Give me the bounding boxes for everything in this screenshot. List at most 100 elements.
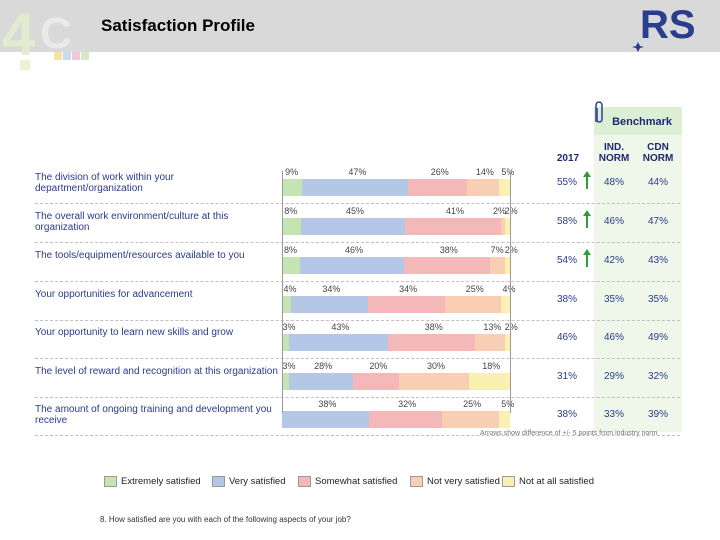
value-year: 38% [556,409,577,420]
bar-segment-very [288,373,354,390]
rs-logo: RS [632,3,696,52]
paperclip-icon [595,101,603,123]
bar-segment-extremely [282,257,301,274]
ind-norm-line2: NORM [598,153,630,164]
bar-segment-somewhat [353,373,400,390]
bar-segment-somewhat [368,411,442,428]
page-title: Satisfaction Profile [101,16,255,35]
legend-item: Somewhat satisfied [298,476,397,487]
bar-segment-not-very [441,411,499,428]
segment-percent-label: 7% [490,245,504,255]
row-label: The division of work within your departm… [35,172,174,194]
stacked-bar [282,373,510,390]
value-cdn: 47% [647,216,668,227]
stacked-bar [282,334,510,351]
segment-percent-label: 41% [446,206,465,216]
stacked-bar [282,411,510,428]
ind-norm-line1: IND. [604,142,624,153]
bar-segment-somewhat [387,334,476,351]
segment-percent-label: 30% [427,361,446,371]
up-arrow-icon [583,249,591,267]
segment-percent-label: 38% [424,322,443,332]
value-ind: 33% [603,409,624,420]
bar-segment-very [291,296,368,313]
value-ind: 29% [603,371,624,382]
header-bar [0,0,720,52]
value-cdn: 49% [647,332,668,343]
legend-label: Extremely satisfied [121,476,201,488]
legend-swatch [298,476,311,487]
segment-percent-label: 25% [463,399,482,409]
row-separator [35,397,680,398]
value-cdn: 35% [647,294,668,305]
value-ind: 35% [603,294,624,305]
segment-percent-label: 25% [465,284,484,294]
stacked-bar [282,296,510,313]
stacked-bar [282,218,510,235]
segment-percent-label: 8% [284,206,298,216]
bar-segment-very [300,218,406,235]
guide-line-left [282,171,283,413]
legend-item: Very satisfied [212,476,286,487]
row-separator [35,435,680,436]
row-separator [35,358,680,359]
column-header-2017: 2017 [556,153,580,164]
svg-text:4: 4 [2,1,36,68]
value-cdn: 43% [647,255,668,266]
segment-percent-label: 4% [502,284,516,294]
bar-segment-not-at_all [505,334,510,351]
footnote: Arrows show difference of +/- 5 points f… [480,430,658,437]
value-cdn: 32% [647,371,668,382]
row-label: Your opportunities for advancement [35,289,193,300]
segment-percent-label: 45% [345,206,364,216]
cdn-norm-line2: NORM [642,153,674,164]
legend-swatch [104,476,117,487]
legend-label: Not at all satisfied [519,476,594,488]
bar-segment-not-very [399,373,469,390]
value-ind: 46% [603,216,624,227]
legend-swatch [212,476,225,487]
segment-percent-label: 38% [318,399,337,409]
segment-percent-label: 2% [504,322,518,332]
row-label: The level of reward and recognition at t… [35,366,278,377]
legend-label: Somewhat satisfied [315,476,398,488]
column-header-cdn-norm: CDN NORM [640,142,676,164]
value-cdn: 44% [647,177,668,188]
segment-percent-label: 47% [348,167,367,177]
guide-line-right [510,171,511,413]
bar-segment-not-at_all [468,373,510,390]
segment-percent-label: 14% [475,167,494,177]
segment-percent-label: 8% [284,245,298,255]
segment-percent-label: 18% [482,361,501,371]
bar-segment-extremely [282,179,303,196]
segment-percent-label: 43% [331,322,350,332]
legend-swatch [410,476,423,487]
legend-item: Not at all satisfied [502,476,594,487]
up-arrow-icon [583,210,591,228]
segment-percent-label: 26% [430,167,449,177]
bar-segment-very [302,179,409,196]
segment-percent-label: 3% [282,361,296,371]
bar-segment-not-at_all [498,179,510,196]
value-ind: 48% [603,177,624,188]
segment-percent-label: 5% [501,167,515,177]
segment-percent-label: 34% [322,284,341,294]
segment-percent-label: 46% [344,245,363,255]
bar-segment-not-at_all [505,257,510,274]
bar-segment-very [282,411,369,428]
bar-segment-extremely [282,218,301,235]
segment-percent-label: 13% [483,322,502,332]
bar-segment-very [300,257,404,274]
cdn-norm-line1: CDN [647,142,669,153]
bar-segment-not-very [489,257,506,274]
bar-segment-not-very [500,218,506,235]
bar-segment-somewhat [403,257,490,274]
bar-segment-somewhat [367,296,445,313]
question-text: 8. How satisfied are you with each of th… [100,515,351,524]
legend-swatch [502,476,515,487]
4c-logo: 4 C [2,1,89,70]
bar-segment-somewhat [405,218,501,235]
segment-percent-label: 2% [504,206,518,216]
value-year: 38% [556,294,577,305]
legend-item: Extremely satisfied [104,476,201,487]
